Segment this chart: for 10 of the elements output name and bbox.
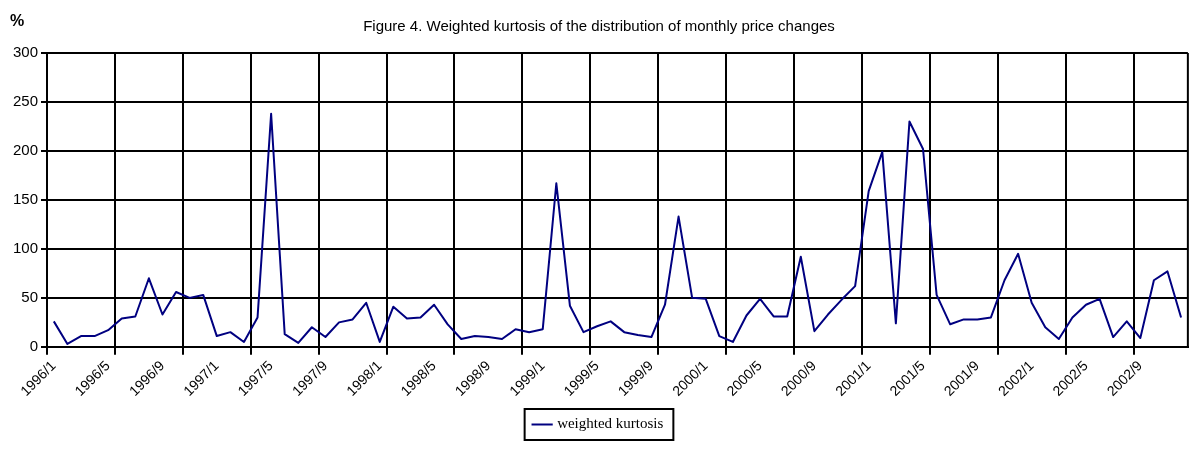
y-tick-label: 50 — [21, 288, 39, 306]
y-tick-label: 300 — [13, 43, 39, 61]
y-tick-label: 250 — [13, 92, 39, 110]
legend-label: weighted kurtosis — [557, 415, 664, 432]
y-tick-label: 200 — [13, 141, 39, 159]
chart-title: Figure 4. Weighted kurtosis of the distribution of monthly price changes — [363, 17, 835, 35]
y-axis-title: % — [10, 12, 25, 30]
y-tick-label: 100 — [13, 239, 39, 257]
y-tick-label: 150 — [13, 190, 39, 208]
y-tick-label: 0 — [29, 336, 39, 354]
